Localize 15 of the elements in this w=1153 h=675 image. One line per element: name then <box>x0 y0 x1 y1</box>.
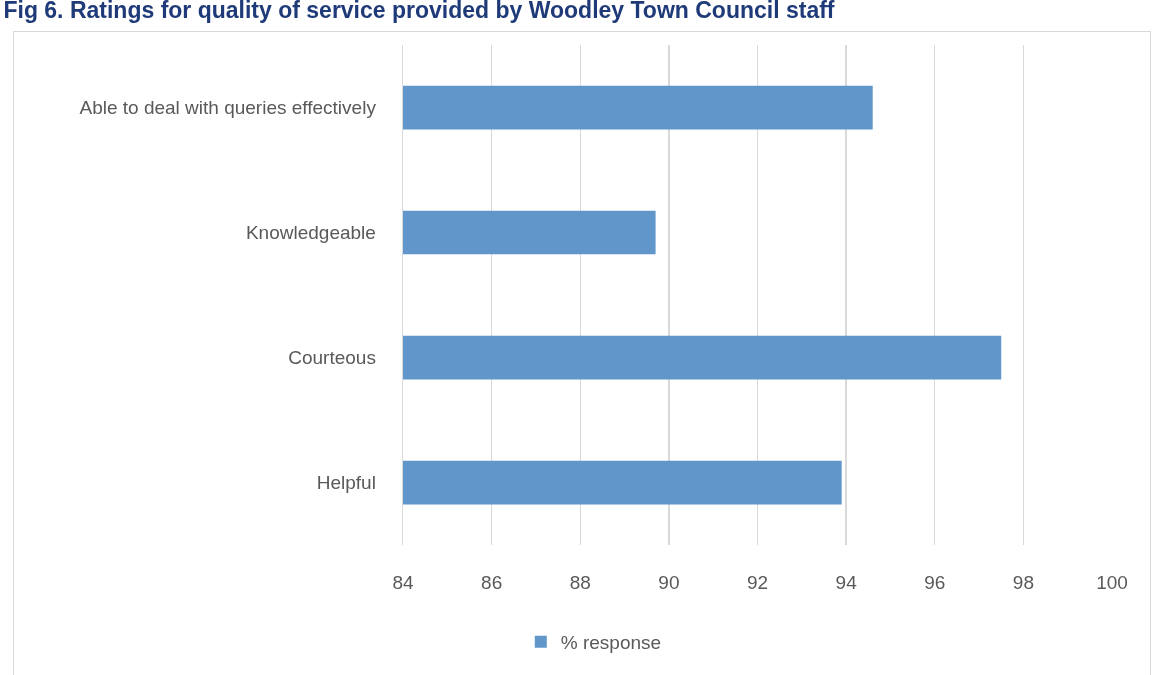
x-tick-label: 90 <box>658 572 680 593</box>
x-tick-label: 100 <box>1096 572 1128 593</box>
y-tick-label: Courteous <box>288 347 376 369</box>
y-tick-label: Helpful <box>316 472 376 494</box>
x-tick-label: 96 <box>924 572 946 593</box>
x-tick-label: 92 <box>746 572 769 593</box>
legend-label: % response <box>560 632 662 654</box>
x-tick-label: 88 <box>569 572 591 593</box>
x-tick-label: 86 <box>481 572 503 593</box>
x-tick-label: 98 <box>1012 572 1034 593</box>
x-tick-label: 94 <box>835 572 858 593</box>
y-tick-label: Able to deal with queries effectively <box>79 97 377 119</box>
y-tick-label: Knowledgeable <box>245 222 376 244</box>
chart-title: Fig 6. Ratings for quality of service provided by Woodley Town Council staff <box>3 0 835 24</box>
x-tick-label: 84 <box>392 572 414 593</box>
